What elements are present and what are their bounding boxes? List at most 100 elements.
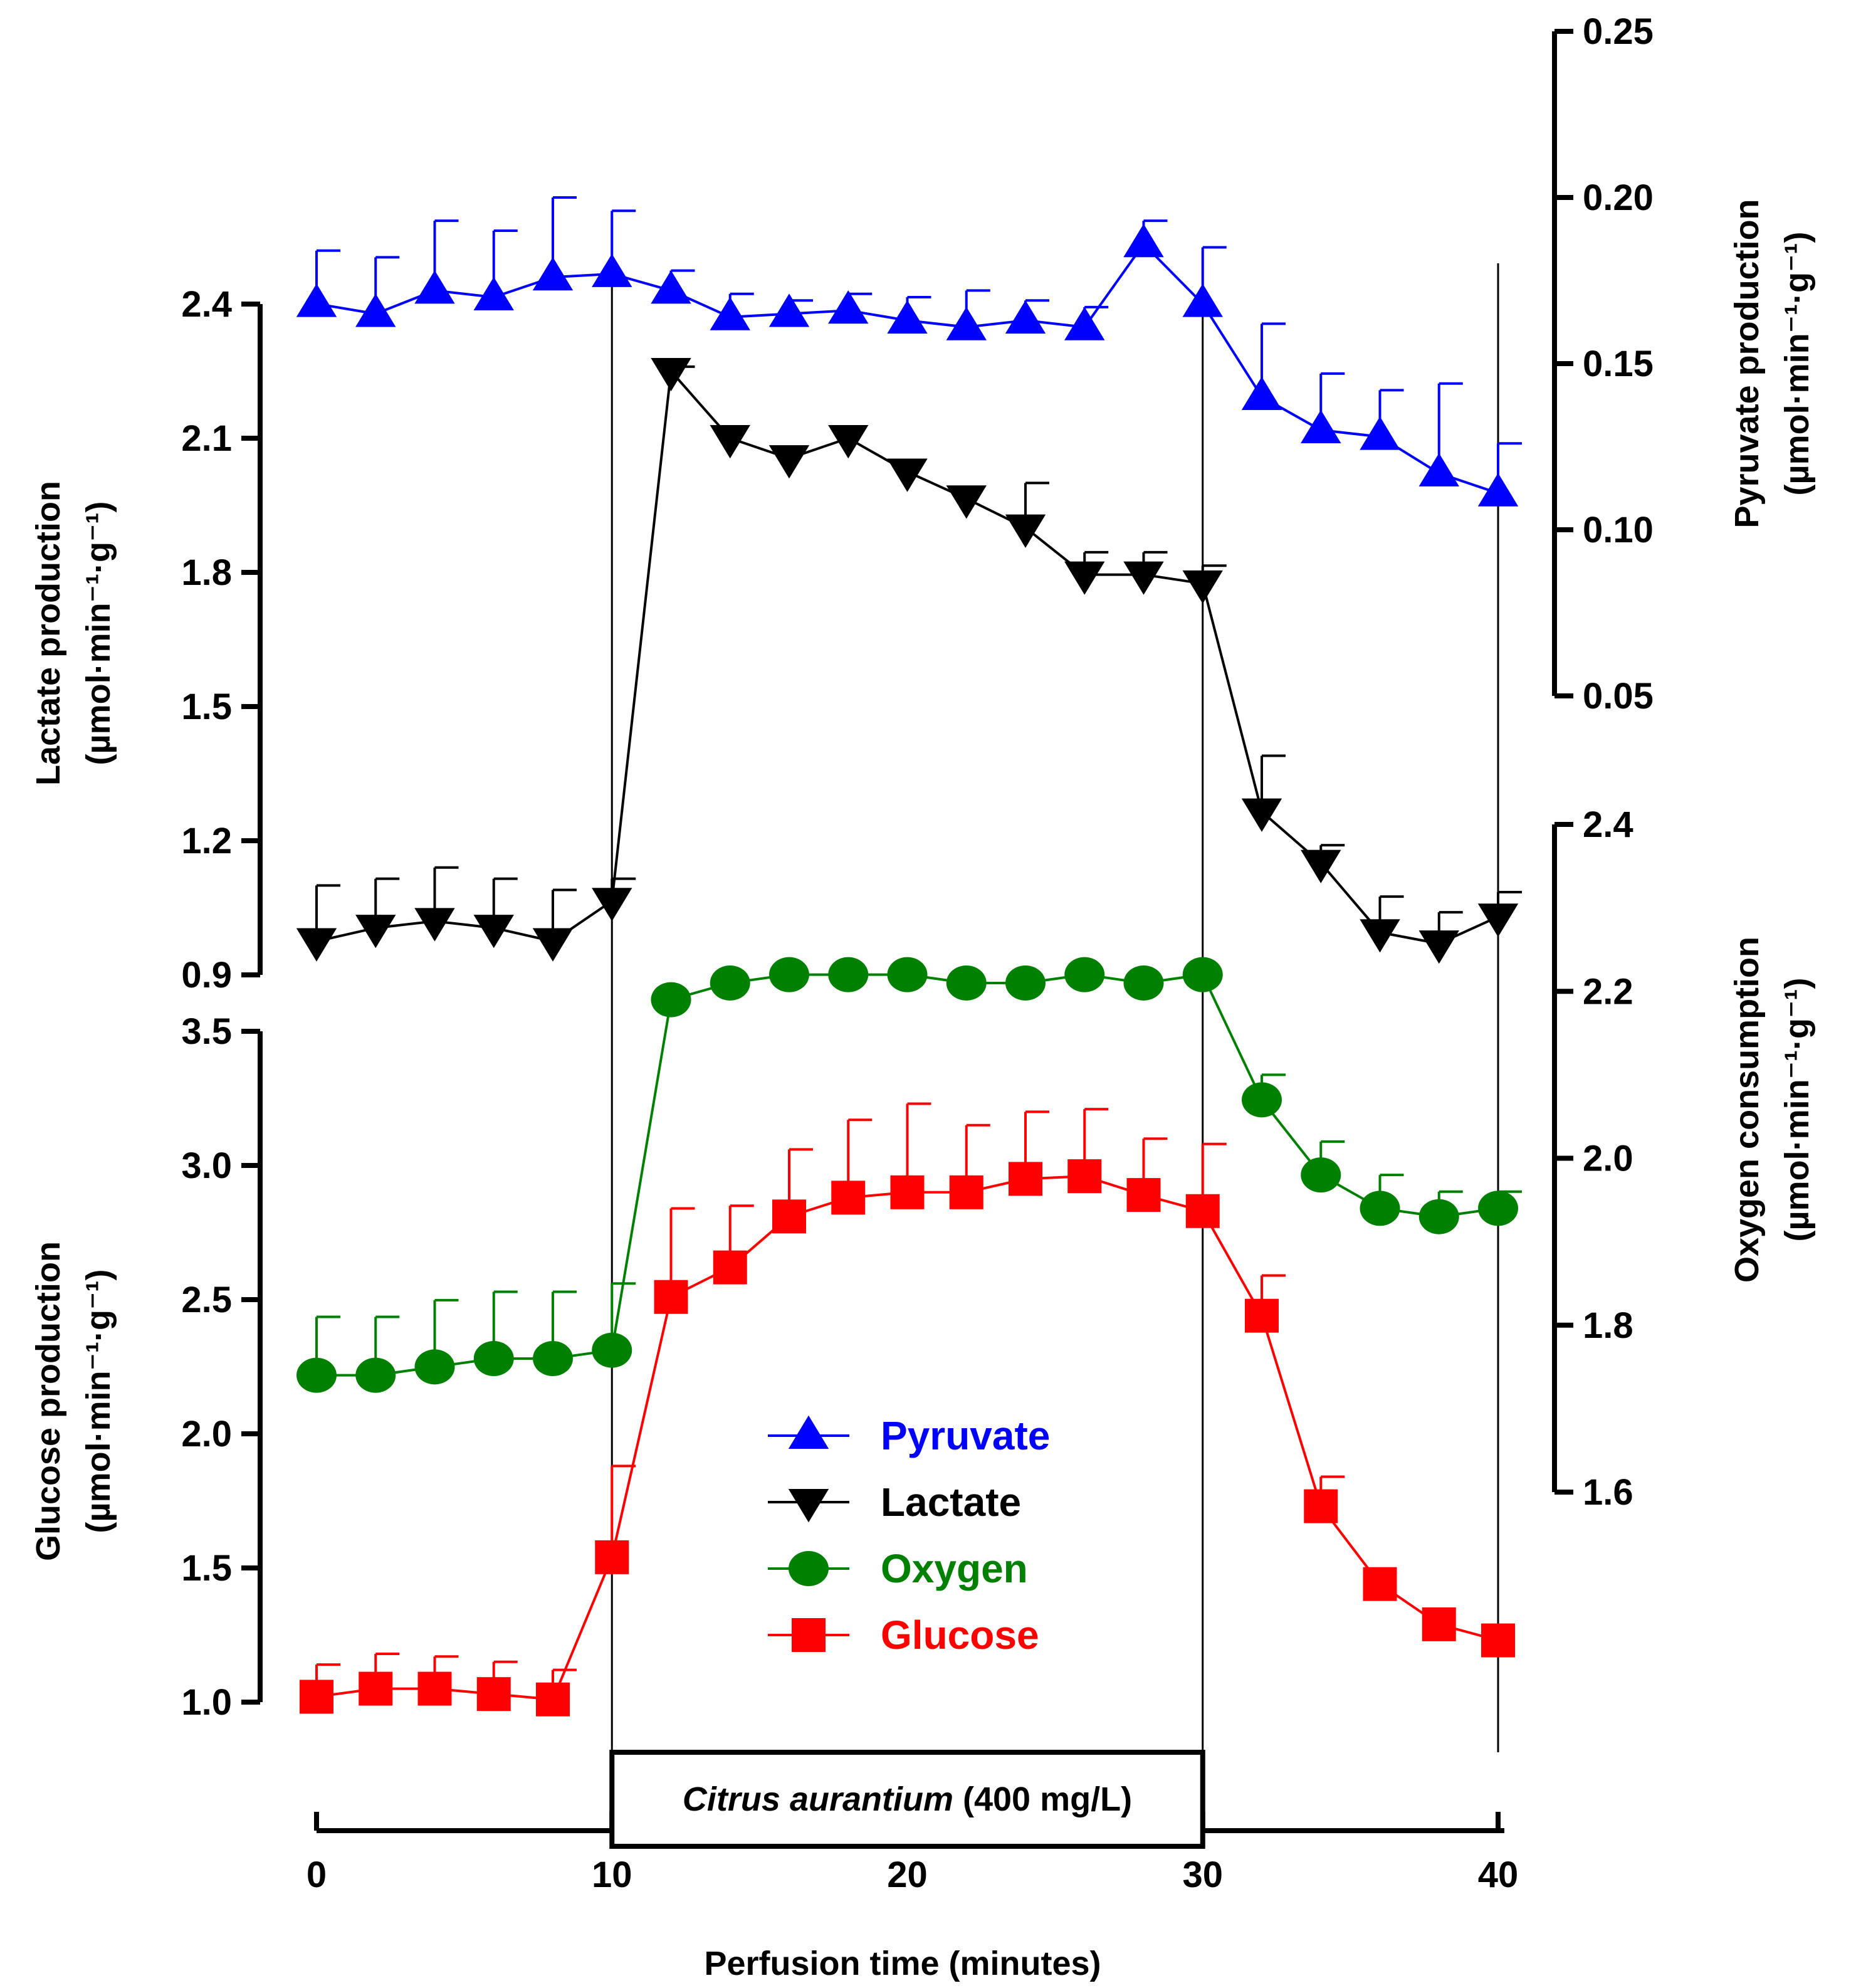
data-point — [1185, 1194, 1220, 1228]
data-point — [828, 957, 869, 992]
series-pyruvate — [296, 196, 1522, 507]
legend-item-oxygen: Oxygen — [768, 1546, 1028, 1591]
data-point — [1360, 919, 1400, 953]
data-point — [359, 1671, 393, 1706]
treatment-box-frame — [609, 1750, 1205, 1849]
data-point — [1123, 965, 1164, 1001]
data-point — [296, 1357, 337, 1393]
data-point — [355, 293, 396, 327]
data-point — [1123, 224, 1164, 258]
data-point — [414, 908, 455, 942]
series-oxygen — [296, 957, 1522, 1393]
lactate-tick-label: 1.2 — [181, 821, 232, 861]
oxygen-tick-label: 1.8 — [1583, 1305, 1633, 1346]
glucose-tick-label: 3.0 — [181, 1145, 232, 1186]
oxygen-axis-title-line1: Oxygen consumption — [1728, 937, 1766, 1283]
data-point — [473, 276, 514, 310]
data-point — [1422, 1607, 1456, 1641]
x-tick-label: 20 — [887, 1854, 928, 1895]
legend-label: Glucose — [881, 1612, 1039, 1658]
data-point — [296, 928, 337, 962]
data-point — [1241, 376, 1282, 410]
pyruvate-tick-label: 0.10 — [1583, 510, 1654, 550]
lactate-tick-label: 0.9 — [181, 955, 232, 996]
pyruvate-axis-title-line1: Pyruvate production — [1728, 199, 1766, 528]
glucose-axis-title-line1: Glucose production — [29, 1241, 67, 1561]
data-point — [1301, 409, 1341, 443]
data-point — [1478, 1191, 1518, 1226]
data-point — [713, 1250, 747, 1285]
legend-label: Pyruvate — [881, 1413, 1050, 1458]
data-point — [890, 1175, 925, 1209]
series-layer — [296, 196, 1522, 1717]
legend-item-glucose: Glucose — [768, 1612, 1039, 1658]
legend-item-pyruvate: Pyruvate — [768, 1413, 1050, 1458]
glucose-axis-title: Glucose production (µmol·min⁻¹·g⁻¹) — [29, 1241, 117, 1561]
treatment-box-label: Citrus aurantium (400 mg/L) — [683, 1780, 1132, 1818]
data-point — [1477, 903, 1519, 937]
pyruvate-tick-label: 0.15 — [1583, 344, 1654, 384]
oxygen-tick-label: 1.6 — [1583, 1472, 1633, 1513]
lactate-tick-label: 2.1 — [181, 418, 232, 459]
axes-layer: 2.4 2.1 1.8 1.5 1.2 0.9 3.5 3.0 2.5 2.0 1.5 1.0 0.25… — [181, 11, 1654, 1895]
data-point — [769, 957, 809, 992]
data-point — [710, 297, 750, 330]
data-point — [651, 358, 691, 392]
data-point — [1182, 957, 1223, 992]
data-point — [532, 257, 574, 291]
glucose-tick-label: 1.5 — [181, 1548, 232, 1589]
data-point — [768, 293, 810, 327]
data-point — [654, 1280, 688, 1314]
x-tick-label: 40 — [1478, 1854, 1519, 1895]
glucose-tick-label: 2.5 — [181, 1280, 232, 1320]
oxygen-axis-title: Oxygen consumption (µmol·min⁻¹·g⁻¹) — [1728, 937, 1816, 1283]
pyruvate-axis-title: Pyruvate production (µmol·min⁻¹·g⁻¹) — [1728, 199, 1816, 528]
glucose-tick-label: 2.0 — [181, 1414, 232, 1454]
legend-label: Lactate — [881, 1480, 1021, 1525]
data-point — [1301, 1157, 1341, 1193]
data-point — [592, 253, 632, 287]
lactate-tick-label: 1.8 — [181, 552, 232, 593]
data-point — [1418, 930, 1459, 964]
data-point — [788, 1489, 829, 1523]
data-point — [533, 1341, 573, 1376]
x-axis-title: Perfusion time (minutes) — [704, 1945, 1101, 1982]
data-point — [1182, 283, 1223, 317]
data-point — [1005, 965, 1046, 1001]
data-point — [768, 445, 810, 479]
data-point — [651, 270, 691, 304]
data-point — [949, 1175, 983, 1209]
legend: Pyruvate Lactate Oxygen Glucose — [768, 1413, 1050, 1658]
x-tick-label: 0 — [307, 1854, 327, 1895]
oxygen-axis-title-line2: (µmol·min⁻¹·g⁻¹) — [1778, 977, 1816, 1241]
data-point — [792, 1618, 826, 1652]
data-point — [946, 307, 987, 340]
treatment-dose: (400 mg/L) — [963, 1780, 1132, 1818]
glucose-axis-title-line2: (µmol·min⁻¹·g⁻¹) — [80, 1269, 117, 1533]
data-point — [828, 290, 869, 324]
data-point — [417, 1671, 452, 1706]
glucose-tick-label: 1.0 — [181, 1682, 232, 1723]
data-point — [1064, 307, 1105, 340]
data-point — [1245, 1298, 1279, 1333]
x-tick-label: 30 — [1182, 1854, 1223, 1895]
data-point — [831, 1181, 866, 1215]
legend-item-lactate: Lactate — [768, 1480, 1021, 1525]
data-point — [772, 1199, 806, 1234]
pyruvate-axis-title-line2: (µmol·min⁻¹·g⁻¹) — [1778, 231, 1816, 495]
data-point — [1360, 1191, 1400, 1226]
pyruvate-tick-label: 0.05 — [1583, 676, 1654, 717]
series-lactate — [296, 358, 1522, 964]
data-point — [1123, 561, 1164, 595]
data-point — [1005, 514, 1046, 548]
lactate-tick-label: 2.4 — [181, 284, 232, 325]
lactate-axis-title: Lactate production (µmol·min⁻¹·g⁻¹) — [29, 481, 117, 786]
treatment-species: Citrus aurantium — [683, 1780, 953, 1818]
legend-label: Oxygen — [881, 1546, 1028, 1591]
data-point — [1481, 1623, 1515, 1658]
pyruvate-tick-label: 0.25 — [1583, 11, 1654, 52]
lactate-tick-label: 1.5 — [181, 686, 232, 727]
data-point — [355, 1357, 396, 1393]
data-point — [710, 965, 750, 1001]
